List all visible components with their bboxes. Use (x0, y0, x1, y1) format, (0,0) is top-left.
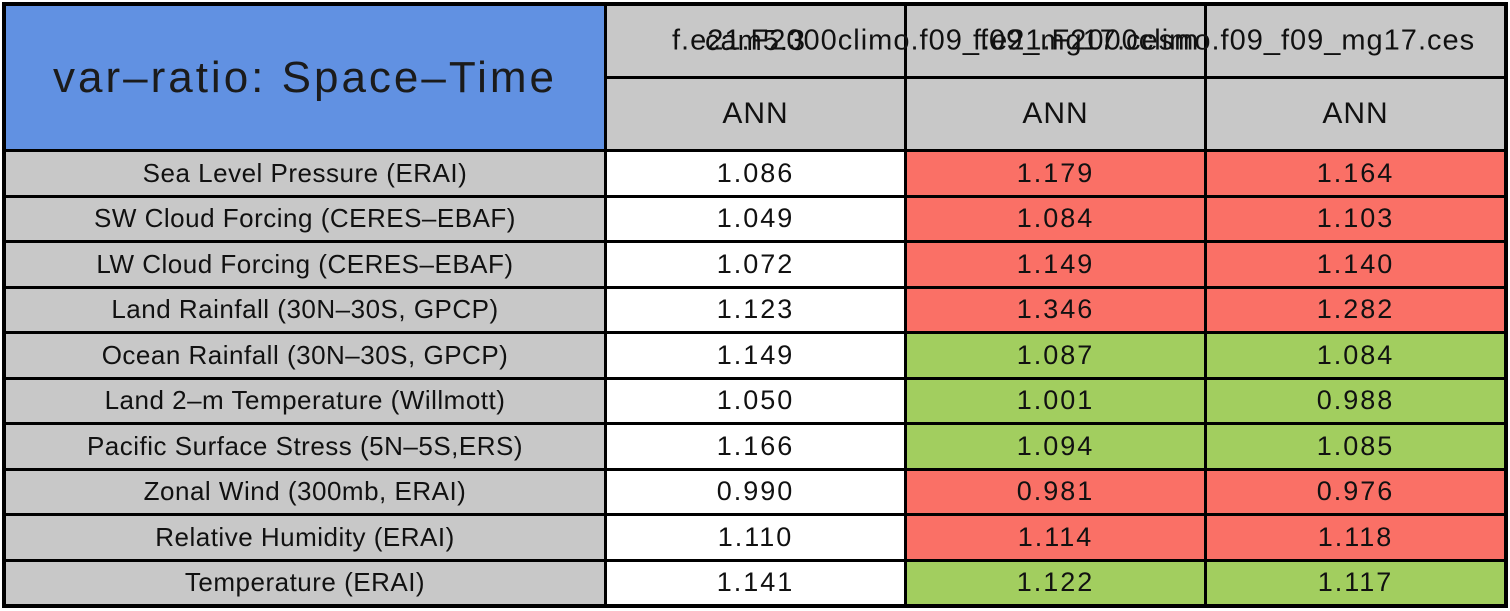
value-cell: 1.141 (607, 561, 904, 604)
row-label: Sea Level Pressure (ERAI) (6, 152, 604, 195)
row-label: Land 2–m Temperature (Willmott) (6, 379, 604, 422)
row-label: Temperature (ERAI) (6, 561, 604, 604)
value-cell: 1.103 (1207, 197, 1504, 240)
row-label: Ocean Rainfall (30N–30S, GPCP) (6, 334, 604, 377)
column-header-control: cam5.3 (607, 6, 904, 76)
season-header-control: ANN (607, 79, 904, 149)
value-cell: 1.179 (907, 152, 1204, 195)
table-title: var–ratio: Space–Time (52, 52, 557, 102)
season-header-test2: ANN (1207, 79, 1504, 149)
value-cell: 0.981 (907, 470, 1204, 513)
row-label: Relative Humidity (ERAI) (6, 516, 604, 559)
row-label: LW Cloud Forcing (CERES–EBAF) (6, 243, 604, 286)
column-header-test2 (1207, 6, 1504, 76)
row-label: Land Rainfall (30N–30S, GPCP) (6, 288, 604, 331)
value-cell: 1.122 (907, 561, 1204, 604)
value-cell: 1.123 (607, 288, 904, 331)
row-label: Pacific Surface Stress (5N–5S,ERS) (6, 425, 604, 468)
value-cell: 0.988 (1207, 379, 1504, 422)
value-cell: 1.050 (607, 379, 904, 422)
value-cell: 1.118 (1207, 516, 1504, 559)
value-cell: 1.110 (607, 516, 904, 559)
value-cell: 1.049 (607, 197, 904, 240)
value-cell: 1.094 (907, 425, 1204, 468)
column-header-test1 (907, 6, 1204, 76)
value-cell: 1.149 (907, 243, 1204, 286)
table-title-cell: var–ratio: Space–Time (6, 6, 604, 149)
value-cell: 0.990 (607, 470, 904, 513)
value-cell: 1.085 (1207, 425, 1504, 468)
value-cell: 1.084 (907, 197, 1204, 240)
value-cell: 1.164 (1207, 152, 1504, 195)
value-cell: 0.976 (1207, 470, 1504, 513)
row-label: Zonal Wind (300mb, ERAI) (6, 470, 604, 513)
value-cell: 1.282 (1207, 288, 1504, 331)
value-cell: 1.117 (1207, 561, 1504, 604)
value-cell: 1.001 (907, 379, 1204, 422)
value-cell: 1.084 (1207, 334, 1504, 377)
row-label: SW Cloud Forcing (CERES–EBAF) (6, 197, 604, 240)
value-cell: 1.086 (607, 152, 904, 195)
control-run-name: cam5.3 (704, 24, 807, 57)
value-cell: 1.346 (907, 288, 1204, 331)
value-cell: 1.149 (607, 334, 904, 377)
value-cell: 1.072 (607, 243, 904, 286)
value-cell: 1.166 (607, 425, 904, 468)
value-cell: 1.114 (907, 516, 1204, 559)
season-header-test1: ANN (907, 79, 1204, 149)
value-cell: 1.140 (1207, 243, 1504, 286)
value-cell: 1.087 (907, 334, 1204, 377)
